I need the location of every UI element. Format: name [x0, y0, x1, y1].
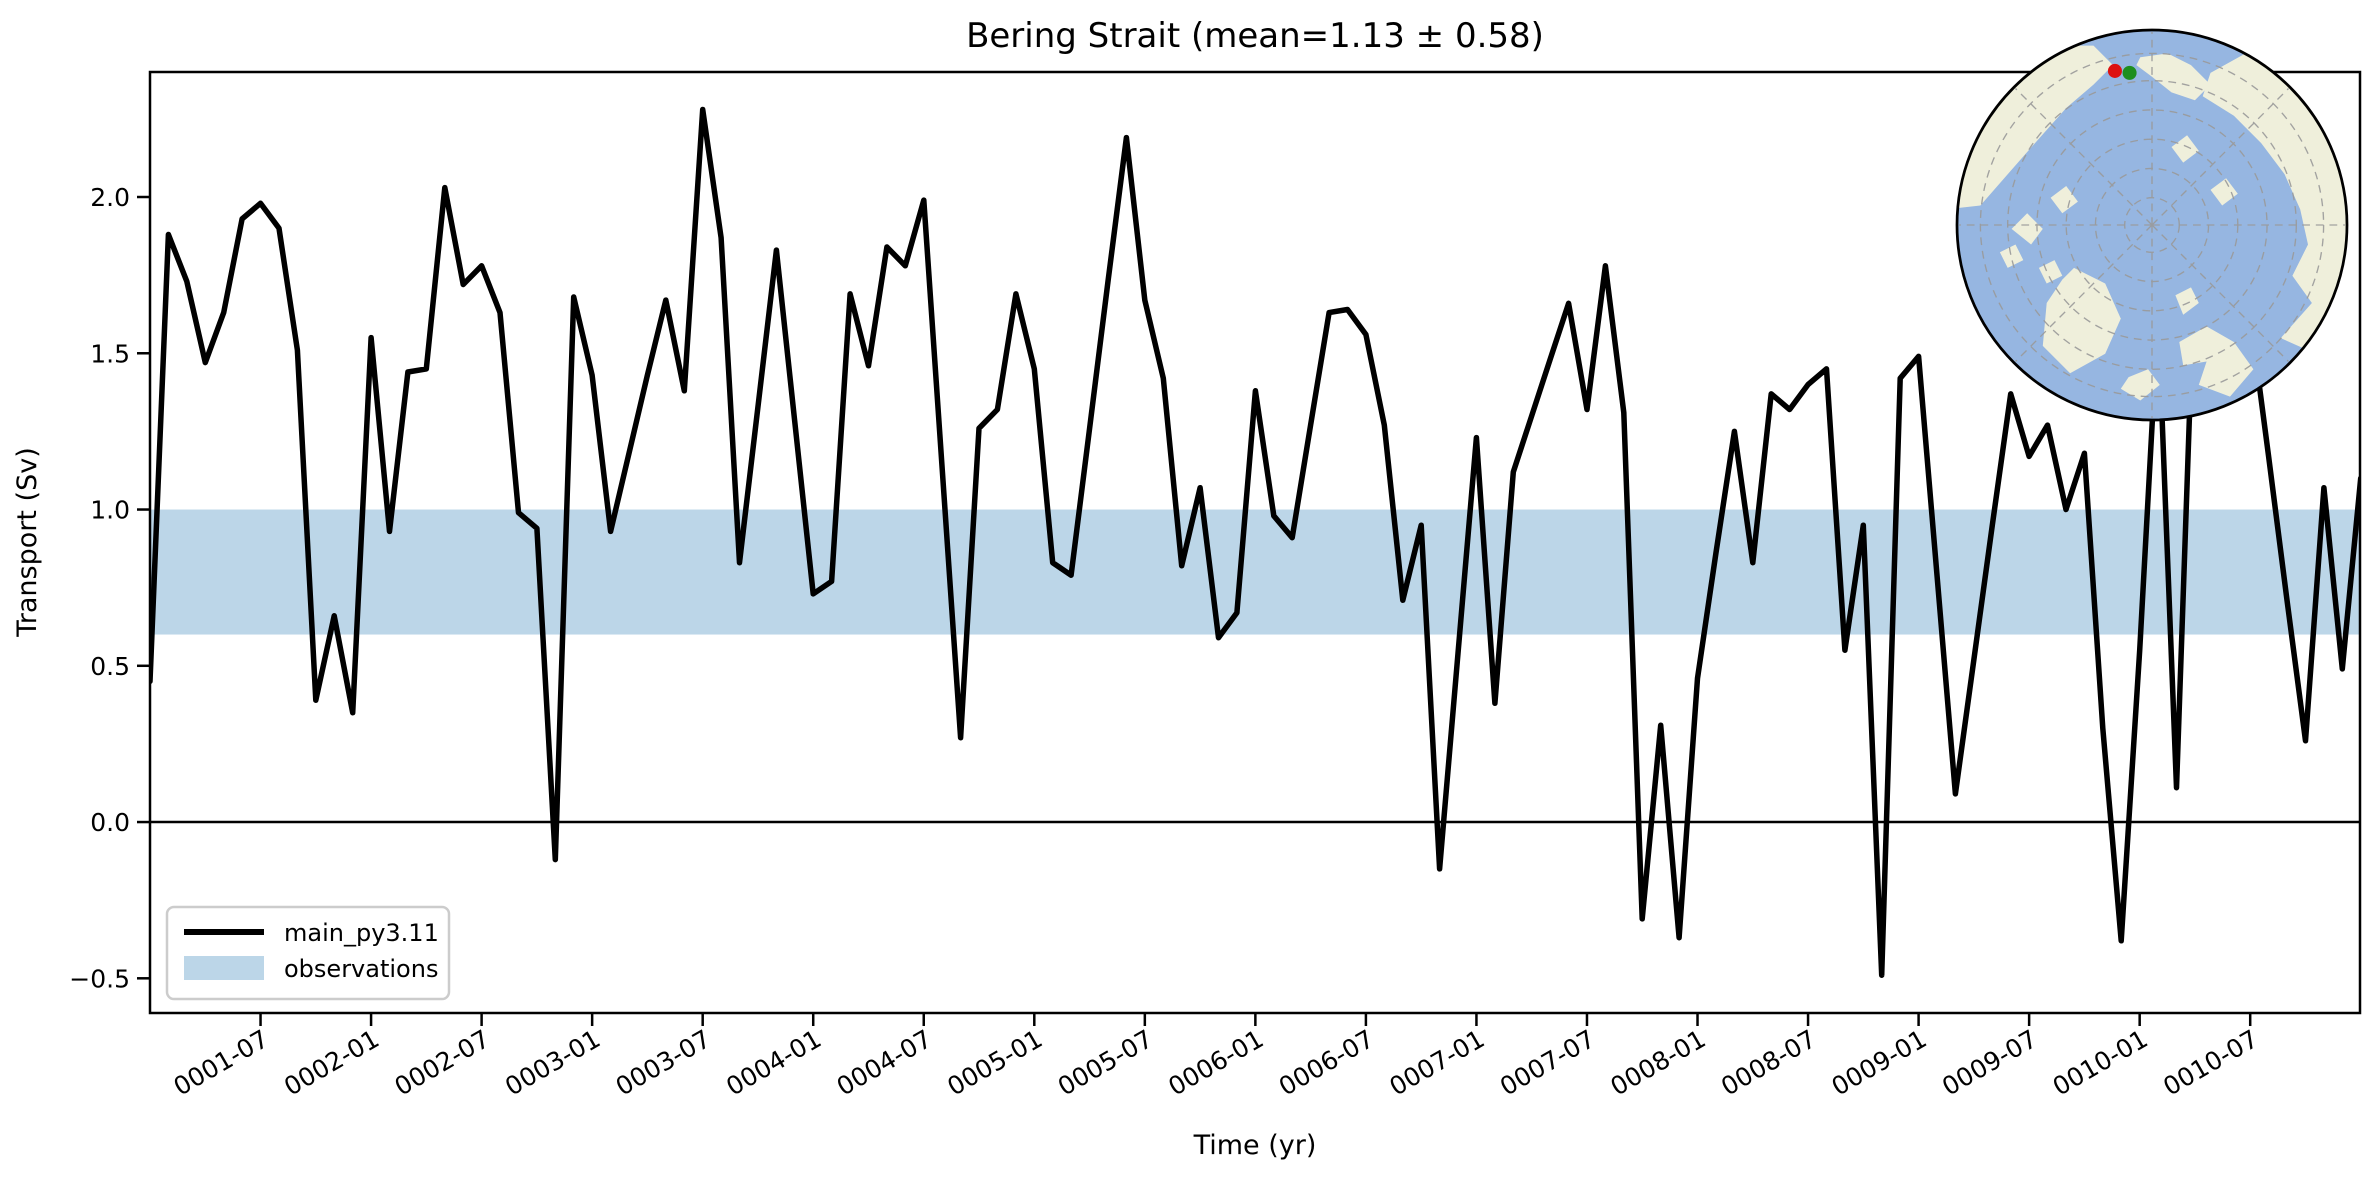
x-tick-label: 0007-07	[1495, 1024, 1600, 1101]
map-landmass	[1956, 45, 2113, 210]
y-tick-label: −0.5	[69, 964, 130, 993]
map-border	[1955, 28, 2349, 422]
x-tick-label: 0010-07	[2158, 1024, 2263, 1101]
station-marker-red	[2107, 63, 2122, 78]
legend-label-observations: observations	[284, 955, 438, 983]
x-tick-label: 0005-07	[1053, 1024, 1158, 1101]
x-tick-label: 0002-01	[279, 1024, 384, 1101]
x-tick-label: 0010-01	[2048, 1024, 2153, 1101]
y-axis-label: Transport (Sv)	[12, 447, 43, 637]
map-landmass	[2175, 287, 2199, 315]
x-tick-label: 0002-07	[390, 1024, 495, 1101]
x-tick-label: 0003-01	[500, 1024, 605, 1101]
x-axis-ticks: 0001-07 0002-01 0002-07 0003-01 0003-07 0004-…	[169, 1013, 2263, 1101]
x-tick-label: 0009-01	[1827, 1024, 1932, 1101]
map-landmass	[2120, 369, 2160, 401]
map-land-group	[1956, 45, 2348, 401]
chart-title: Bering Strait (mean=1.13 ± 0.58)	[966, 16, 1544, 56]
observations-band-rect	[150, 509, 2360, 635]
arctic-inset-map	[1955, 28, 2349, 422]
observations-band	[150, 509, 2360, 635]
map-meridian	[2015, 88, 2153, 226]
legend-patch-sample	[184, 956, 264, 980]
map-landmass	[1999, 244, 2024, 268]
x-tick-label: 0006-01	[1163, 1024, 1268, 1101]
map-parallel	[2007, 80, 2297, 370]
map-landmass	[2136, 53, 2211, 101]
x-tick-label: 0009-07	[1937, 1024, 2042, 1101]
x-tick-label: 0003-07	[611, 1024, 716, 1101]
x-tick-label: 0001-07	[169, 1024, 274, 1101]
y-tick-label: 0.5	[90, 652, 130, 681]
x-axis-label: Time (yr)	[1193, 1130, 1317, 1161]
map-meridian	[2151, 88, 2289, 226]
map-graticule	[1958, 31, 2346, 419]
y-axis-ticks: −0.5 0.0 0.5 1.0 1.5 2.0	[69, 183, 150, 993]
transport-line	[150, 106, 2360, 978]
map-meridian	[2151, 224, 2289, 362]
x-tick-label: 0008-07	[1716, 1024, 1821, 1101]
y-tick-label: 2.0	[90, 183, 130, 212]
map-landmass	[2171, 135, 2199, 163]
y-tick-label: 0.0	[90, 808, 130, 837]
map-landmass	[2202, 53, 2348, 354]
legend-label-series: main_py3.11	[284, 919, 439, 947]
x-tick-label: 0007-01	[1384, 1024, 1489, 1101]
map-landmass	[2011, 213, 2043, 245]
y-tick-label: 1.0	[90, 496, 130, 525]
map-meridian	[2015, 224, 2153, 362]
map-landmass	[2042, 267, 2121, 374]
map-landmass	[2050, 186, 2078, 214]
station-marker-green	[2122, 65, 2137, 80]
x-tick-label: 0006-07	[1274, 1024, 1379, 1101]
y-tick-label: 1.5	[90, 339, 130, 368]
series-polyline	[150, 106, 2360, 978]
x-tick-label: 0004-07	[832, 1024, 937, 1101]
x-tick-label: 0004-01	[721, 1024, 826, 1101]
x-tick-label: 0008-01	[1606, 1024, 1711, 1101]
map-landmass	[2210, 178, 2238, 206]
legend: main_py3.11 observations	[165, 905, 451, 1001]
x-tick-label: 0005-01	[942, 1024, 1047, 1101]
